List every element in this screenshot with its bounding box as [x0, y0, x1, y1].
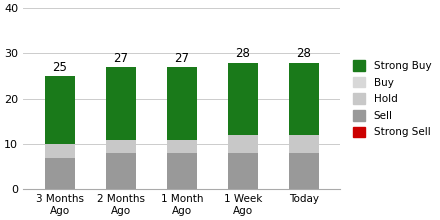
Bar [44, 76, 75, 144]
Text: 27: 27 [174, 52, 189, 65]
Text: 28: 28 [297, 47, 311, 60]
Legend: Strong Buy, Buy, Hold, Sell, Strong Sell: Strong Buy, Buy, Hold, Sell, Strong Sell [349, 56, 436, 141]
Bar [289, 62, 319, 135]
Bar [106, 139, 136, 153]
Bar [227, 135, 258, 153]
Text: 25: 25 [52, 61, 67, 74]
Bar [166, 153, 197, 189]
Bar [289, 153, 319, 189]
Bar [44, 144, 75, 158]
Text: 28: 28 [235, 47, 250, 60]
Bar [106, 153, 136, 189]
Bar [289, 135, 319, 153]
Bar [227, 62, 258, 135]
Bar [227, 153, 258, 189]
Bar [166, 67, 197, 139]
Bar [44, 158, 75, 189]
Bar [166, 139, 197, 153]
Text: 27: 27 [113, 52, 128, 65]
Bar [106, 67, 136, 139]
